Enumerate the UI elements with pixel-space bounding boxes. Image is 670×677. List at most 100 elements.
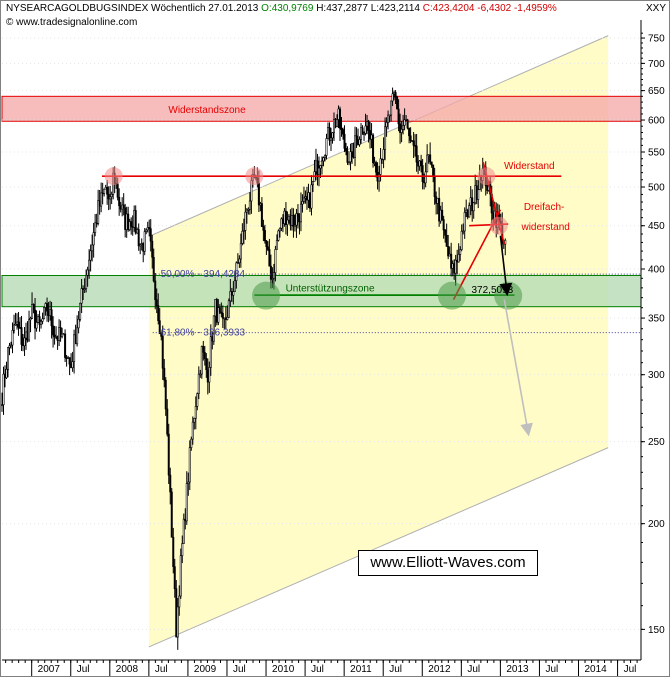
candle-body [197,373,200,394]
candle-body [173,566,176,590]
candle-body [95,222,98,225]
candle-body [426,154,429,173]
trend-channel [148,35,609,647]
candle-body [49,309,52,316]
candle-body [346,150,349,163]
candle-body [136,229,139,234]
candle-body [370,134,373,140]
y-tick-label-300: 300 [648,370,665,381]
header-close: C:423,4204 [422,3,475,14]
candle-body [175,588,178,638]
resistance-zone-label: Widerstandszone [168,105,246,116]
candle-body [205,358,208,371]
candle-body [469,197,472,206]
candle-body [366,121,369,127]
candle-body [130,221,133,227]
candle-body [20,327,23,345]
header-corner: XXY [646,3,667,14]
x-tick-label-6: 2010 [272,664,295,675]
candle-body [241,230,244,244]
candle-body [166,408,169,435]
candle-body [265,240,268,248]
candle-body [121,204,124,210]
candle-body [283,210,286,224]
candle-body [427,154,430,157]
candle-body [218,307,221,313]
candle-body [245,209,248,213]
candle-body [118,196,121,207]
candle-body [296,213,299,217]
axis-layer: 150 200 250 300 350 400 450 500 550 600 650 700 750 2… [2,20,665,676]
candle-body [463,212,466,232]
candle-body [232,291,235,296]
candle-body [47,310,50,316]
candle-body [53,334,56,338]
candle-body [65,357,68,359]
candle-body [88,259,91,271]
candle-body [187,481,190,484]
candle-body [80,288,83,304]
candle-body [477,189,480,200]
candle-body [40,321,43,325]
candle-body [77,318,80,329]
candle-body [35,322,38,329]
candle-body [277,230,280,241]
candle-body [316,160,319,175]
candle-body [290,215,293,226]
candle-body [32,304,35,311]
candle-body [421,165,424,182]
candle-body [460,230,463,250]
candle-body [226,317,229,320]
candle-body [202,346,205,353]
fib-50-label: 50,00% - 394,4284 [161,269,246,280]
triple-resistance-label-2: widerstand [520,222,569,233]
resistance-touch-circle-0 [104,167,123,186]
candle-body [357,140,360,145]
background-layer [1,35,642,648]
candle-body [143,231,146,252]
candle-body [76,327,79,345]
triple-resistance-label-1: Dreifach- [524,202,565,213]
resistance-touch-circle-1 [245,167,264,186]
candle-body [127,213,130,230]
x-tick-label-4: 2009 [194,664,217,675]
candle-body [299,203,302,223]
candle-body [92,232,95,246]
candle-body [436,198,439,204]
candle-body [342,129,345,135]
candle-body [263,230,266,242]
candle-body [125,213,128,230]
candle-body [450,253,453,269]
candle-body [122,204,125,209]
candle-body [399,123,402,133]
chart-header: NYSEARCAGOLDBUGSINDEX Wöchentlich 27.01.… [6,3,557,14]
candle-body [151,240,154,258]
candle-body [351,143,354,152]
support-zone-label: Unterstützungszone [286,284,375,295]
candle-body [415,145,418,163]
candle-body [215,299,218,323]
candle-body [259,203,262,206]
candle-body [441,209,444,220]
candle-body [164,379,167,410]
short-term-down-arrow [499,235,513,297]
candle-body [438,198,441,222]
candle-body [462,230,465,233]
candle-body [360,127,363,140]
candle-body [257,182,260,206]
candle-body [471,197,474,212]
candle-body [103,188,106,194]
candle-body [167,433,170,476]
candle-body [43,307,46,320]
candle-body [79,302,82,320]
candle-body [402,125,405,130]
candle-body [409,135,412,141]
candle-body [107,193,110,200]
y-tick-label-400: 400 [648,265,665,276]
candle-body [268,249,271,267]
candle-body [393,92,396,95]
candle-body [307,192,310,201]
candle-body [5,368,8,379]
y-tick-label-200: 200 [648,519,665,530]
candle-body [59,327,62,338]
